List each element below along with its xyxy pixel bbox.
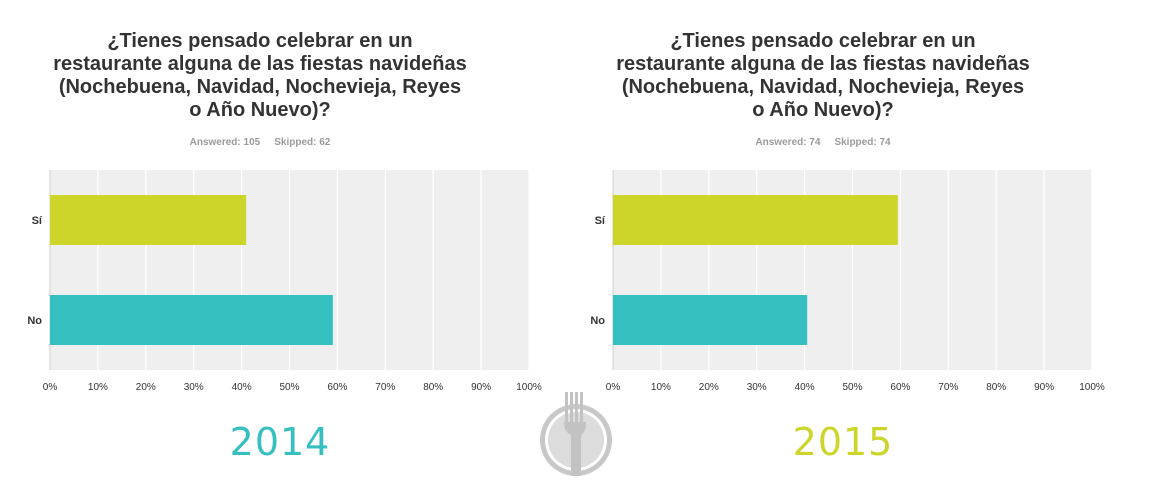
bar <box>50 195 247 245</box>
x-tick-label: 60% <box>890 382 910 393</box>
x-tick-label: 100% <box>1079 382 1105 393</box>
x-tick-label: 100% <box>516 382 542 393</box>
bar-chart: 0% 10% 20% 30% 40% 50% 60% 70% 80% 90% 100% Sí No <box>27 170 542 393</box>
chart-title-line: o Año Nuevo)? <box>752 99 894 121</box>
x-tick-label: 30% <box>747 382 767 393</box>
chart-title-line: o Año Nuevo)? <box>189 99 331 121</box>
x-tick-label: 0% <box>43 382 58 393</box>
skipped-count: Skipped: 62 <box>274 137 331 148</box>
chart-title: ¿Tienes pensado celebrar en un restauran… <box>563 30 1083 122</box>
category-label: Sí <box>595 215 606 227</box>
x-tick-label: 90% <box>1034 382 1054 393</box>
x-tick-label: 10% <box>651 382 671 393</box>
x-tick-label: 20% <box>699 382 719 393</box>
year-caption: 2015 <box>792 420 894 464</box>
year-caption: 2014 <box>229 420 331 464</box>
chart-title-line: ¿Tienes pensado celebrar en un <box>107 30 413 52</box>
response-stats: Answered: 74 Skipped: 74 <box>563 137 1083 148</box>
category-label: No <box>27 315 42 327</box>
x-tick-label: 0% <box>606 382 621 393</box>
chart-panel-2014: ¿Tienes pensado celebrar en un restauran… <box>0 0 560 500</box>
chart-title-line: restaurante alguna de las fiestas navide… <box>53 53 467 75</box>
x-tick-label: 70% <box>375 382 395 393</box>
category-label: No <box>590 315 605 327</box>
bar <box>613 195 898 245</box>
answered-count: Answered: 74 <box>755 137 821 148</box>
answered-count: Answered: 105 <box>189 137 261 148</box>
bar-chart: 0% 10% 20% 30% 40% 50% 60% 70% 80% 90% 100% Sí No <box>590 170 1105 393</box>
bar <box>613 295 808 345</box>
x-tick-label: 80% <box>423 382 443 393</box>
x-tick-label: 60% <box>327 382 347 393</box>
x-tick-label: 50% <box>842 382 862 393</box>
x-tick-label: 40% <box>795 382 815 393</box>
x-tick-label: 90% <box>471 382 491 393</box>
skipped-count: Skipped: 74 <box>834 137 891 148</box>
chart-title-line: ¿Tienes pensado celebrar en un <box>670 30 976 52</box>
x-tick-label: 80% <box>986 382 1006 393</box>
chart-title-line: (Nochebuena, Navidad, Nochevieja, Reyes <box>58 76 462 98</box>
fork-plate-logo-icon <box>540 392 612 476</box>
chart-title-line: restaurante alguna de las fiestas navide… <box>616 53 1030 75</box>
x-tick-label: 70% <box>938 382 958 393</box>
response-stats: Answered: 105 Skipped: 62 <box>0 137 520 148</box>
x-tick-label: 50% <box>279 382 299 393</box>
chart-title: ¿Tienes pensado celebrar en un restauran… <box>0 30 520 122</box>
chart-title-line: (Nochebuena, Navidad, Nochevieja, Reyes <box>621 76 1025 98</box>
x-tick-label: 30% <box>184 382 204 393</box>
x-tick-label: 20% <box>136 382 156 393</box>
bar <box>50 295 333 345</box>
x-tick-label: 10% <box>88 382 108 393</box>
category-label: Sí <box>32 215 43 227</box>
x-tick-label: 40% <box>232 382 252 393</box>
chart-panel-2015: ¿Tienes pensado celebrar en un restauran… <box>563 0 1123 500</box>
